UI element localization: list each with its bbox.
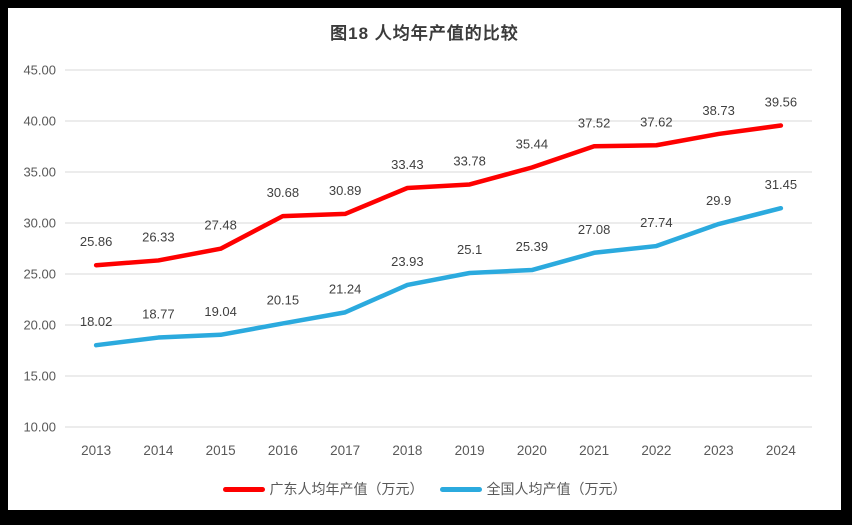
data-label: 21.24 bbox=[329, 281, 362, 296]
data-label: 31.45 bbox=[765, 177, 798, 192]
legend-line-swatch-blue bbox=[439, 486, 482, 492]
y-tick-label: 25.00 bbox=[23, 267, 56, 282]
data-label: 18.77 bbox=[142, 307, 175, 322]
chart-surface: 45.00 40.00 35.00 30.00 25.00 20.00 15.00 10.00… bbox=[8, 8, 841, 510]
chart-legend: 广东人均年产值（万元） 全国人均产值（万元） bbox=[8, 476, 841, 502]
data-label: 26.33 bbox=[142, 229, 175, 244]
data-label: 23.93 bbox=[391, 254, 424, 269]
legend-line-swatch-red bbox=[222, 486, 265, 492]
y-tick-label: 30.00 bbox=[23, 216, 56, 231]
x-tick-label: 2014 bbox=[143, 443, 174, 458]
data-label: 35.44 bbox=[516, 137, 549, 152]
x-tick-label: 2017 bbox=[330, 443, 360, 458]
data-label: 19.04 bbox=[204, 304, 237, 319]
x-tick-label: 2022 bbox=[641, 443, 671, 458]
legend-label-national: 全国人均产值（万元） bbox=[486, 481, 627, 497]
data-label: 18.02 bbox=[80, 314, 113, 329]
data-label: 20.15 bbox=[267, 292, 300, 307]
data-label: 30.68 bbox=[267, 185, 300, 200]
x-tick-label: 2023 bbox=[704, 443, 734, 458]
x-tick-label: 2024 bbox=[766, 443, 797, 458]
x-tick-label: 2020 bbox=[517, 443, 547, 458]
data-label: 33.43 bbox=[391, 157, 424, 172]
y-tick-label: 45.00 bbox=[23, 63, 56, 78]
data-label: 37.52 bbox=[578, 115, 611, 130]
x-tick-label: 2018 bbox=[392, 443, 422, 458]
data-label: 29.9 bbox=[706, 193, 731, 208]
y-tick-label: 10.00 bbox=[23, 420, 56, 435]
legend-item-national: 全国人均产值（万元） bbox=[439, 479, 627, 499]
x-tick-label: 2015 bbox=[206, 443, 236, 458]
data-label: 38.73 bbox=[702, 103, 735, 118]
data-label: 27.74 bbox=[640, 215, 673, 230]
data-label: 25.1 bbox=[457, 242, 482, 257]
data-label: 30.89 bbox=[329, 183, 362, 198]
x-tick-label: 2013 bbox=[81, 443, 111, 458]
y-tick-label: 40.00 bbox=[23, 114, 56, 129]
x-tick-label: 2016 bbox=[268, 443, 298, 458]
data-label: 25.39 bbox=[516, 239, 549, 254]
data-label: 39.56 bbox=[765, 94, 798, 109]
data-label: 33.78 bbox=[453, 153, 486, 168]
data-label: 27.48 bbox=[204, 218, 237, 233]
data-label: 25.86 bbox=[80, 234, 113, 249]
x-tick-label: 2019 bbox=[455, 443, 485, 458]
legend-label-guangdong: 广东人均年产值（万元） bbox=[269, 481, 424, 497]
chart-title: 图18 人均年产值的比较 bbox=[330, 24, 519, 43]
data-label: 27.08 bbox=[578, 222, 611, 237]
series-line-guangdong bbox=[93, 123, 784, 268]
legend-item-guangdong: 广东人均年产值（万元） bbox=[222, 479, 424, 499]
data-label: 37.62 bbox=[640, 114, 673, 129]
y-tick-label: 35.00 bbox=[23, 165, 56, 180]
series-line-national bbox=[93, 205, 784, 348]
x-tick-label: 2021 bbox=[579, 443, 609, 458]
line-chart-plot-area: 45.00 40.00 35.00 30.00 25.00 20.00 15.00 10.00… bbox=[23, 63, 812, 458]
y-tick-label: 20.00 bbox=[23, 318, 56, 333]
y-tick-label: 15.00 bbox=[23, 369, 56, 384]
